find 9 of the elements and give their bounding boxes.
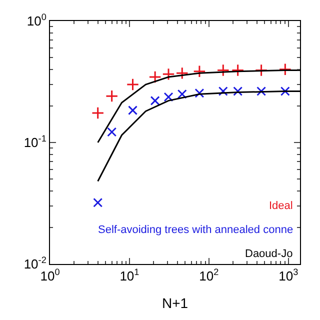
y-tick-label: 10$^{-1}$ (24, 134, 46, 150)
text: Daoud-Jo (245, 248, 293, 260)
x-tick-label: 10$^{2}$ (199, 267, 219, 284)
x-axis-title: N+1 (162, 294, 188, 311)
series-label: Self-avoiding trees with annealed conne (98, 224, 294, 236)
text: Ideal (269, 200, 293, 212)
x-tick-label: 10$^{3}$ (278, 267, 298, 284)
y-tick-label: 10$^{0}$ (26, 12, 46, 29)
x-tick-label: 10$^{1}$ (120, 267, 140, 284)
